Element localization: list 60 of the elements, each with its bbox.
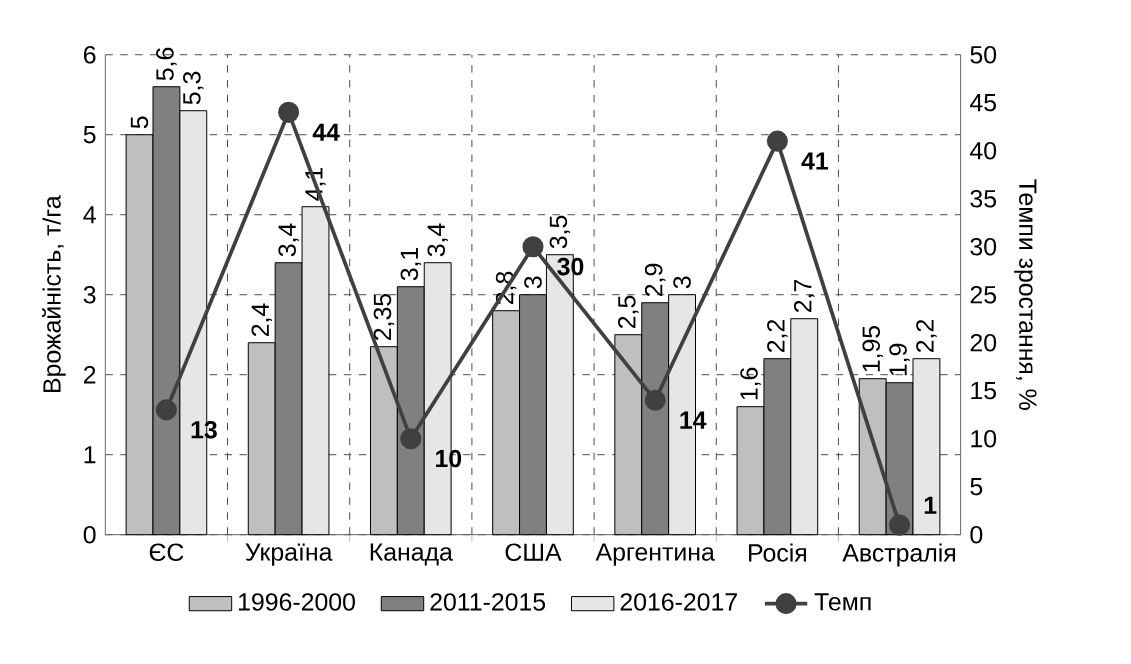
data-label: 2,9 <box>644 263 666 296</box>
legend-label: 2011-2015 <box>430 593 546 611</box>
y-tick-label: 2 <box>83 366 96 384</box>
y2-tick-label: 20 <box>970 333 997 352</box>
data-label: 5 <box>130 116 149 129</box>
point <box>766 130 788 152</box>
x-tick-label: Україна <box>245 543 333 566</box>
data-label: 2,4 <box>251 303 273 336</box>
y-tick-label: 5 <box>83 126 96 144</box>
y2-tick-label: 50 <box>970 45 997 64</box>
y2-tick-label: 10 <box>971 429 997 448</box>
y2-tick-label: 45 <box>970 94 997 112</box>
point <box>400 428 422 450</box>
x-tick-label: Австралія <box>842 543 955 567</box>
y2-tick-label: 15 <box>971 382 997 400</box>
x-tick-label: Аргентина <box>595 543 715 566</box>
data-label: 3,4 <box>278 223 299 257</box>
point <box>888 514 911 536</box>
data-label: 1,6 <box>740 367 761 400</box>
y-tick-label: 1 <box>84 446 96 464</box>
data-label: 3,1 <box>400 247 422 281</box>
data-label: 5,3 <box>183 71 204 105</box>
y-tick-label: 4 <box>83 206 96 224</box>
y-axis-title: Врожайність, т/га <box>42 195 66 392</box>
data-label: 1 <box>924 496 937 514</box>
legend-label: Темп <box>814 593 871 611</box>
data-label: 2,2 <box>916 319 937 352</box>
x-tick-label: Росія <box>749 543 806 562</box>
point <box>155 399 177 421</box>
data-label: 3 <box>524 276 542 289</box>
x-tick-label: Канада <box>370 543 453 566</box>
x-tick-label: ЄС <box>149 543 184 562</box>
x-tick-label: США <box>505 543 562 562</box>
data-label: 2,5 <box>618 295 639 328</box>
data-label: 3,4 <box>427 223 448 257</box>
data-label: 1,95 <box>862 325 883 372</box>
y2-tick-label: 35 <box>970 189 997 208</box>
data-label: 3 <box>673 276 691 289</box>
data-label: 5,6 <box>156 47 177 81</box>
data-label: 2,7 <box>793 279 815 312</box>
y2-tick-label: 25 <box>970 285 997 304</box>
point <box>644 389 666 411</box>
data-label: 2,35 <box>373 293 395 340</box>
legend-label: 2016-2017 <box>620 593 737 611</box>
data-label: 44 <box>312 123 340 141</box>
point <box>278 101 300 123</box>
y-tick-label: 6 <box>83 45 96 64</box>
data-label: 2,2 <box>767 319 788 352</box>
y-tick-label: 0 <box>83 525 96 544</box>
y2-tick-label: 0 <box>970 525 983 544</box>
point <box>522 236 544 258</box>
data-label: 1,9 <box>889 343 910 376</box>
data-label: 41 <box>801 152 828 170</box>
y2-axis-title: Темпи зростання, % <box>1014 179 1037 410</box>
y2-tick-label: 30 <box>970 237 997 256</box>
data-label: 3,5 <box>549 215 571 249</box>
y2-tick-label: 5 <box>970 477 983 496</box>
legend-label: 1996-2000 <box>239 593 355 611</box>
y-tick-label: 3 <box>83 285 96 304</box>
y2-tick-label: 40 <box>970 141 997 160</box>
